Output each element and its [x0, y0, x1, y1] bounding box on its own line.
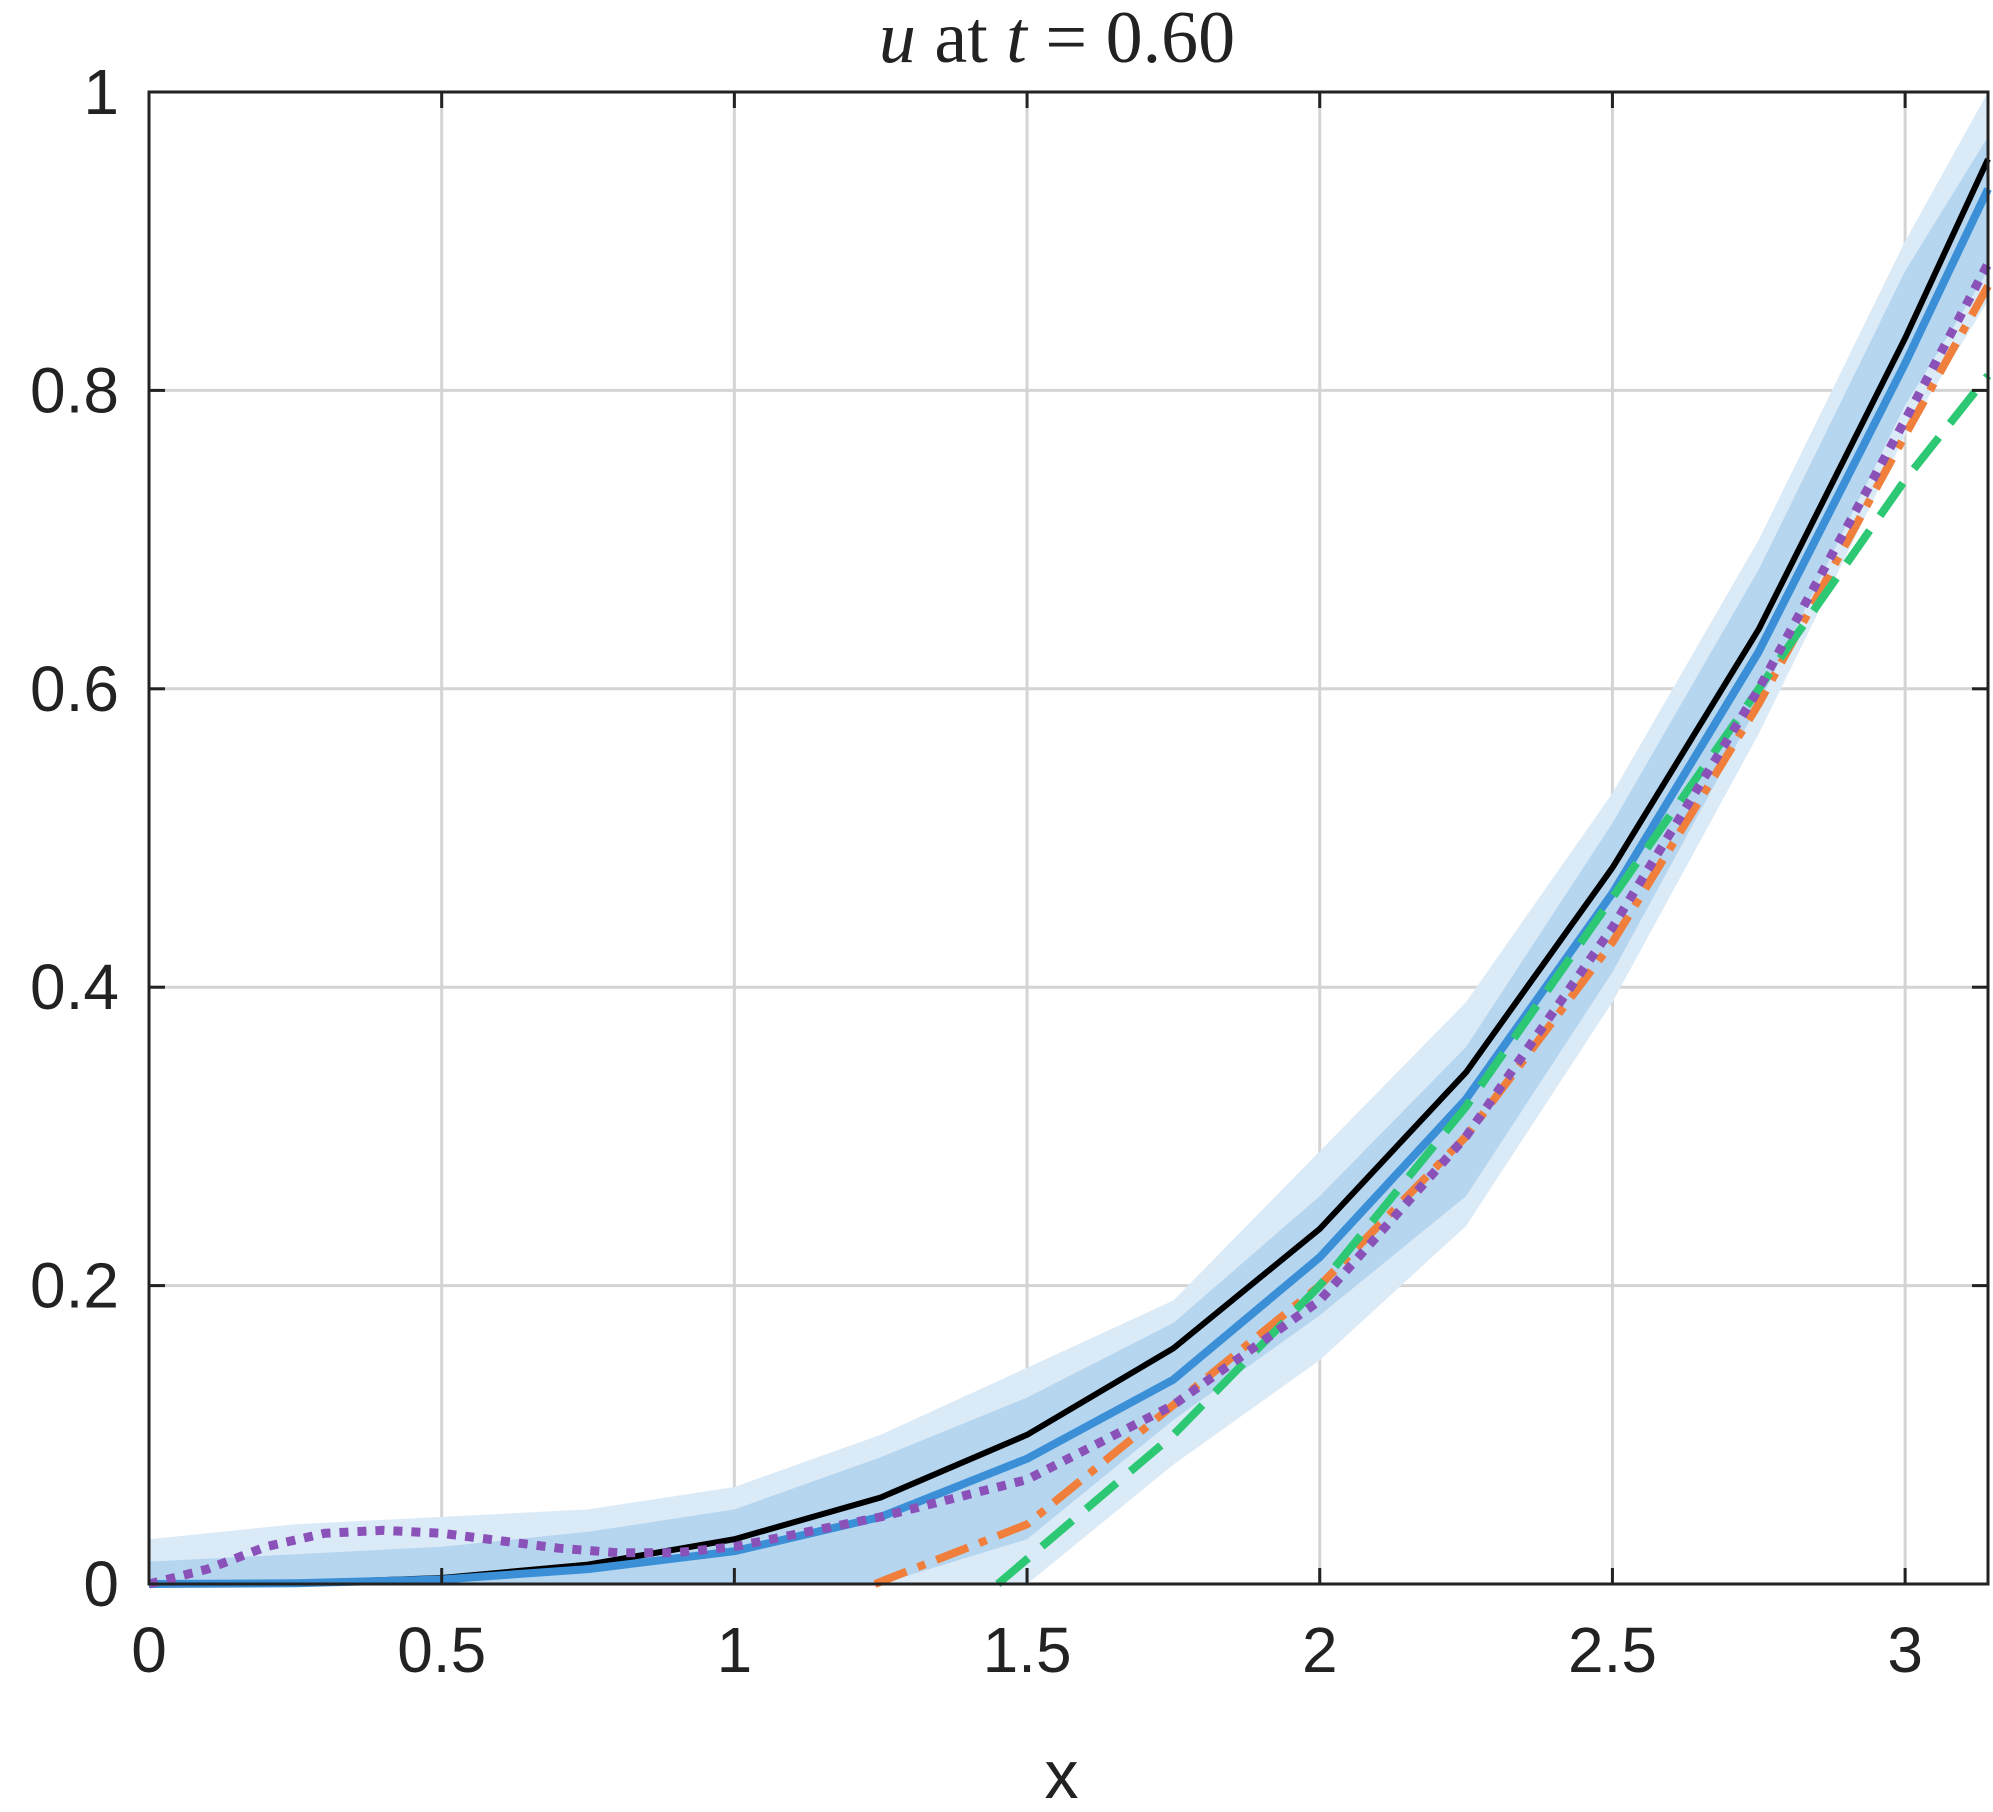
data-series [147, 157, 1992, 1589]
x-tick-label: 1.5 [983, 1614, 1072, 1686]
x-tick-label: 2.5 [1568, 1614, 1657, 1686]
y-tick-label: 1 [83, 56, 119, 128]
x-tick-label: 1 [717, 1614, 753, 1686]
x-tick-label: 0.5 [397, 1614, 486, 1686]
y-tick-label: 0.6 [30, 653, 119, 725]
y-tick-label: 0 [83, 1548, 119, 1620]
y-tick-label: 0.4 [30, 951, 119, 1023]
series-line-mean [148, 187, 1992, 1588]
x-axis-title: x [1045, 1737, 1079, 1812]
series-line-dotted [147, 261, 1992, 1589]
y-tick-label: 0.8 [30, 354, 119, 426]
series-line-dashed [995, 373, 1992, 1588]
band-outer [149, 92, 1988, 1584]
x-tick-label: 3 [1887, 1614, 1923, 1686]
y-tick-label: 0.2 [30, 1250, 119, 1322]
plot-frame [147, 90, 1990, 1586]
x-tick-label: 0 [131, 1614, 167, 1686]
axis-ticks: 0 0.5 1 1.5 2 2.5 3 0 0.2 0.4 0.6 0.8 1 [30, 56, 1988, 1686]
confidence-bands [149, 92, 1988, 1584]
chart-title: u at t = 0.60 [879, 0, 1235, 79]
x-tick-label: 2 [1302, 1614, 1338, 1686]
